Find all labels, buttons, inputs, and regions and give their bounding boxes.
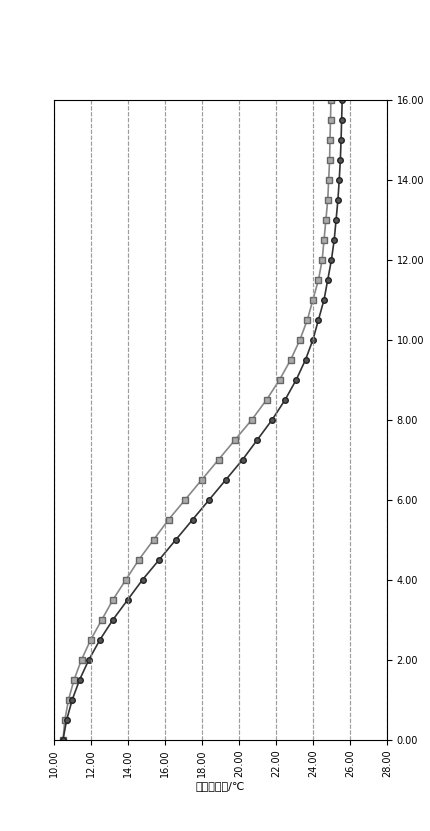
- （短期正常）气温大于初始温度时的水温模型: [322, 234, 327, 244]
- 照明计算: [329, 254, 334, 264]
- 照明计算: [111, 615, 116, 625]
- （短期正常）气温大于初始温度时的水温模型: [249, 415, 255, 425]
- （短期正常）气温大于初始温度时的水温模型: [136, 554, 141, 564]
- 照明计算: [339, 115, 344, 125]
- 照明计算: [303, 355, 308, 365]
- Line: 照明计算: 照明计算: [60, 97, 345, 742]
- 照明计算: [140, 575, 145, 585]
- 照明计算: [322, 295, 327, 305]
- 照明计算: [338, 155, 343, 165]
- 照明计算: [70, 695, 75, 705]
- （短期正常）气温大于初始温度时的水温模型: [99, 615, 104, 625]
- （短期正常）气温大于初始温度时的水温模型: [264, 395, 269, 405]
- （短期正常）气温大于初始温度时的水温模型: [327, 135, 332, 145]
- 照明计算: [125, 595, 130, 605]
- （短期正常）气温大于初始温度时的水温模型: [111, 595, 116, 605]
- 照明计算: [98, 635, 103, 645]
- （短期正常）气温大于初始温度时的水温模型: [62, 715, 68, 725]
- 照明计算: [77, 675, 82, 685]
- （短期正常）气温大于初始温度时的水温模型: [233, 435, 238, 445]
- 照明计算: [207, 494, 212, 504]
- 照明计算: [86, 655, 92, 665]
- （短期正常）气温大于初始温度时的水温模型: [151, 534, 157, 544]
- （短期正常）气温大于初始温度时的水温模型: [323, 214, 329, 224]
- （短期正常）气温大于初始温度时的水温模型: [325, 194, 330, 204]
- 照明计算: [337, 175, 342, 184]
- （短期正常）气温大于初始温度时的水温模型: [298, 335, 303, 345]
- （短期正常）气温大于初始温度时的水温模型: [61, 735, 66, 745]
- X-axis label: 混凝土温度/℃: 混凝土温度/℃: [196, 781, 245, 791]
- （短期正常）气温大于初始温度时的水温模型: [123, 575, 129, 585]
- （短期正常）气温大于初始温度时的水温模型: [88, 635, 93, 645]
- 照明计算: [338, 135, 344, 145]
- 照明计算: [310, 335, 316, 345]
- 照明计算: [335, 194, 341, 204]
- 照明计算: [316, 315, 321, 325]
- （短期正常）气温大于初始温度时的水温模型: [326, 175, 331, 184]
- （短期正常）气温大于初始温度时的水温模型: [79, 655, 84, 665]
- 照明计算: [61, 735, 66, 745]
- （短期正常）气温大于初始温度时的水温模型: [183, 494, 188, 504]
- （短期正常）气温大于初始温度时的水温模型: [329, 95, 334, 105]
- 照明计算: [332, 234, 337, 244]
- （短期正常）气温大于初始温度时的水温模型: [71, 675, 77, 685]
- 照明计算: [173, 534, 178, 544]
- （短期正常）气温大于初始温度时的水温模型: [316, 275, 321, 285]
- 照明计算: [255, 435, 260, 445]
- （短期正常）气温大于初始温度时的水温模型: [216, 455, 221, 465]
- （短期正常）气温大于初始温度时的水温模型: [199, 475, 204, 484]
- （短期正常）气温大于初始温度时的水温模型: [328, 115, 333, 125]
- （短期正常）气温大于初始温度时的水温模型: [288, 355, 293, 365]
- 照明计算: [334, 214, 339, 224]
- Line: （短期正常）气温大于初始温度时的水温模型: （短期正常）气温大于初始温度时的水温模型: [60, 97, 334, 742]
- （短期正常）气温大于初始温度时的水温模型: [319, 254, 325, 264]
- 照明计算: [283, 395, 288, 405]
- （短期正常）气温大于初始温度时的水温模型: [166, 514, 171, 524]
- （短期正常）气温大于初始温度时的水温模型: [327, 155, 332, 165]
- （短期正常）气温大于初始温度时的水温模型: [66, 695, 71, 705]
- 照明计算: [190, 514, 195, 524]
- （短期正常）气温大于初始温度时的水温模型: [277, 375, 282, 385]
- （短期正常）气温大于初始温度时的水温模型: [305, 315, 310, 325]
- 照明计算: [325, 275, 330, 285]
- 照明计算: [240, 455, 245, 465]
- 照明计算: [294, 375, 299, 385]
- （短期正常）气温大于初始温度时的水温模型: [310, 295, 316, 305]
- 照明计算: [64, 715, 69, 725]
- 照明计算: [223, 475, 228, 484]
- 照明计算: [270, 415, 275, 425]
- 照明计算: [157, 554, 162, 564]
- 照明计算: [340, 95, 345, 105]
